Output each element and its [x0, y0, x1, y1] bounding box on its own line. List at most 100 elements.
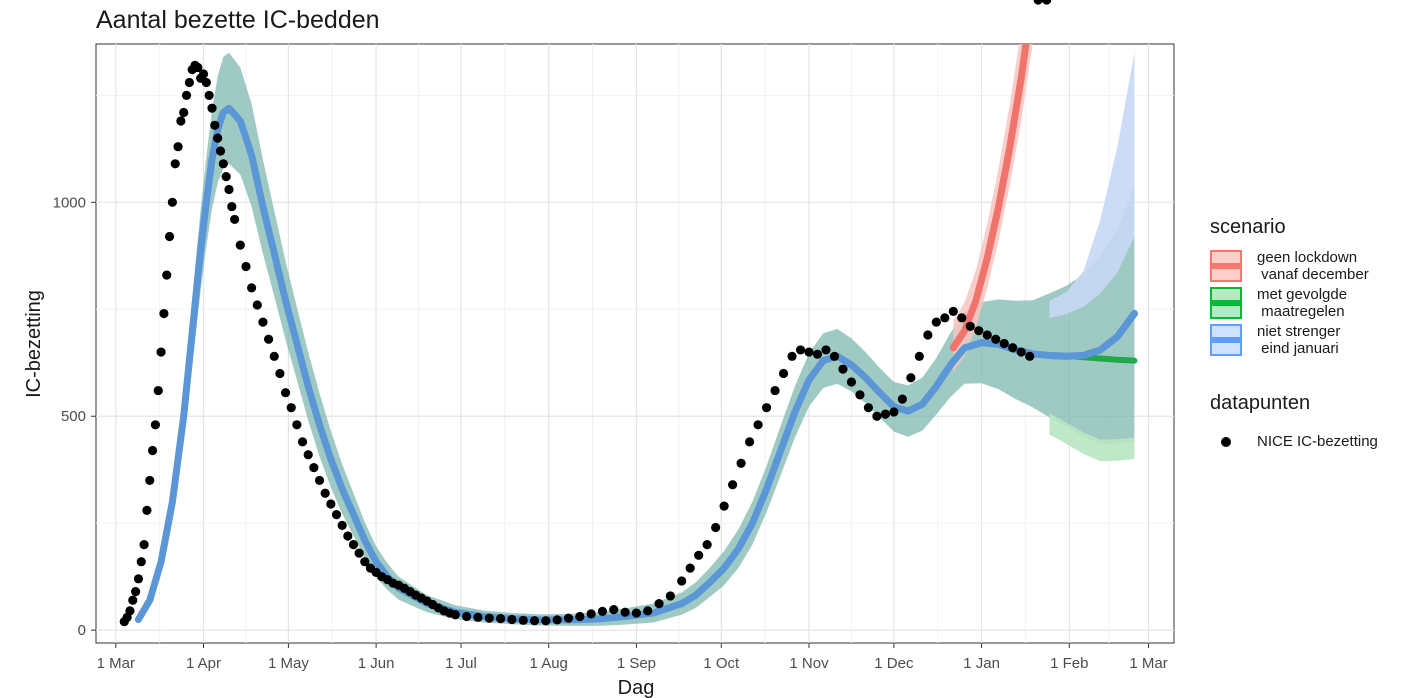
data-point [563, 613, 574, 623]
data-point [620, 607, 630, 617]
data-point [914, 351, 924, 361]
data-point [297, 437, 308, 447]
data-point [142, 505, 152, 515]
data-point [923, 330, 933, 340]
data-point [125, 606, 135, 616]
data-point [221, 172, 231, 182]
legend-item-niet-strenger: niet strenger eind januari [1210, 321, 1378, 358]
data-point [269, 351, 279, 361]
legend-label-met-gevolgde: met gevolgde maatregelen [1257, 285, 1348, 320]
x-tick-label: 1 Oct [703, 655, 740, 672]
data-point [320, 488, 330, 498]
legend-dot-icon [1210, 431, 1242, 453]
data-point [507, 614, 517, 625]
data-point [286, 403, 296, 413]
data-point [711, 522, 721, 533]
y-tick-label: 1000 [53, 194, 86, 211]
legend-label-geen-lockdown: geen lockdown vanaf december [1257, 248, 1369, 283]
legend-title-datapunten: datapunten [1210, 392, 1311, 414]
x-tick-label: 1 Feb [1050, 655, 1088, 672]
blue-scenario-band [1049, 52, 1135, 319]
data-point [201, 77, 211, 88]
data-point [631, 608, 642, 618]
legend-label-nice: NICE IC-bezetting [1257, 433, 1378, 450]
data-point [176, 116, 186, 126]
data-point [795, 345, 806, 355]
data-point [314, 475, 325, 486]
data-point [258, 317, 268, 327]
data-point [940, 313, 950, 323]
data-point [167, 197, 177, 207]
data-point [207, 103, 217, 113]
data-point [184, 77, 194, 88]
data-point [906, 373, 916, 383]
y-tick-label: 500 [61, 408, 86, 425]
data-point [360, 557, 370, 567]
data-point [139, 539, 149, 550]
legend-label-niet-strenger: niet strenger eind januari [1257, 322, 1341, 357]
data-point [159, 308, 169, 319]
axis-ticks: 1 Mar 1 Apr 1 May 1 Jun 1 Jul 1 Aug 1 Sep 1 Oct… [53, 194, 1168, 672]
data-point [198, 69, 209, 79]
data-point [215, 146, 226, 156]
data-point [1042, 0, 1052, 5]
x-tick-label: 1 Dec [874, 655, 914, 672]
data-point [210, 120, 220, 130]
x-tick-label: 1 Jun [358, 655, 395, 672]
data-point [889, 407, 899, 417]
data-point [643, 606, 653, 616]
data-point [761, 403, 772, 413]
data-point [173, 142, 183, 152]
data-point [728, 480, 738, 490]
data-point [309, 462, 319, 473]
data-point [484, 613, 494, 623]
model-lines [134, 44, 1138, 624]
data-point [162, 270, 172, 280]
data-point [812, 349, 823, 359]
x-tick-label: 1 May [268, 655, 309, 672]
y-tick-label: 0 [78, 622, 86, 639]
y-axis-title: IC-bezetting [23, 290, 45, 398]
data-point [957, 313, 967, 323]
data-point [337, 520, 347, 530]
data-point [552, 615, 562, 625]
data-point [164, 231, 175, 242]
data-point [948, 306, 958, 317]
data-point [685, 563, 695, 573]
data-point [331, 510, 342, 520]
data-point [230, 214, 240, 225]
data-point [787, 351, 797, 361]
data-point [1016, 347, 1026, 357]
model-line-blue [134, 104, 1138, 624]
data-point [821, 345, 831, 355]
data-point [965, 321, 975, 331]
data-point [263, 334, 274, 344]
data-point [213, 133, 223, 143]
data-point [303, 450, 313, 460]
legend: scenario geen lockdown vanaf december me… [1210, 216, 1378, 460]
data-point [133, 574, 144, 584]
data-point [586, 609, 596, 619]
data-point [170, 159, 180, 169]
data-point [235, 240, 245, 250]
data-point [136, 557, 146, 567]
data-point [450, 610, 460, 620]
data-point [677, 576, 687, 586]
data-point [880, 409, 891, 419]
data-point [736, 458, 746, 468]
data-point [147, 445, 158, 456]
data-point [1025, 351, 1035, 361]
data-point [150, 420, 161, 430]
x-tick-label: 1 Mar [1129, 655, 1167, 672]
data-point [982, 330, 992, 340]
data-point [131, 587, 141, 597]
scenario-line-red [949, 44, 1030, 352]
data-point [275, 368, 285, 379]
data-points [119, 0, 1052, 627]
data-point [1008, 343, 1018, 353]
data-point [702, 539, 712, 550]
data-point [518, 615, 528, 625]
data-point [753, 420, 763, 430]
data-point [665, 591, 675, 601]
data-point [128, 595, 138, 605]
